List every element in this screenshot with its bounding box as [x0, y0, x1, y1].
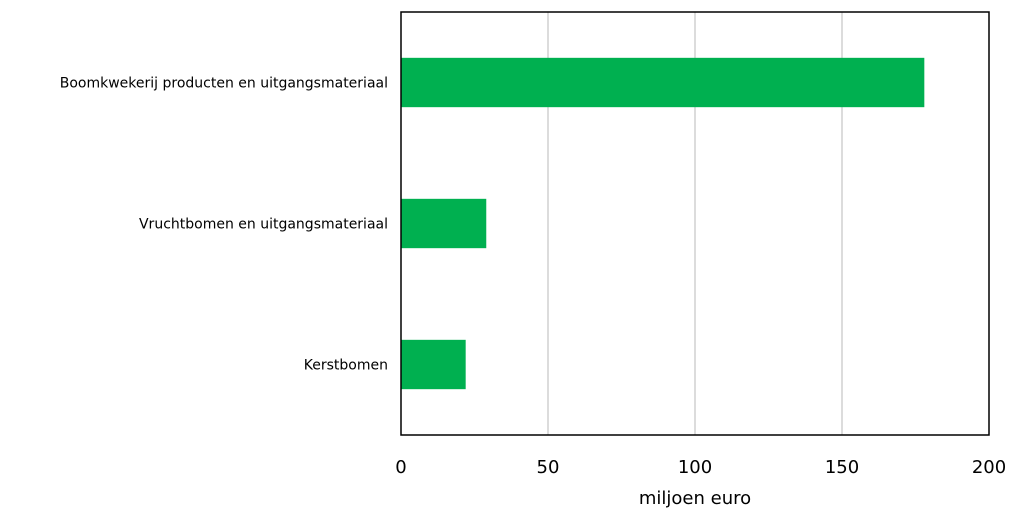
category-label: Boomkwekerij producten en uitgangsmateri… [60, 76, 388, 92]
category-label: Kerstbomen [304, 358, 388, 374]
bar [401, 198, 487, 249]
category-label: Vruchtbomen en uitgangsmateriaal [139, 217, 388, 233]
x-tick-labels: 0 50 100 150 200 [395, 457, 1006, 478]
x-axis-title: miljoen euro [639, 488, 751, 509]
bar [401, 339, 466, 390]
bar [401, 57, 925, 108]
x-tick-label: 50 [537, 457, 560, 478]
x-tick-label: 0 [395, 457, 406, 478]
category-labels: Boomkwekerij producten en uitgangsmateri… [60, 76, 388, 374]
x-tick-label: 150 [825, 457, 859, 478]
bars [401, 57, 925, 390]
x-tick-label: 100 [678, 457, 712, 478]
plot-area-frame [400, 11, 990, 436]
x-tick-label: 200 [972, 457, 1006, 478]
